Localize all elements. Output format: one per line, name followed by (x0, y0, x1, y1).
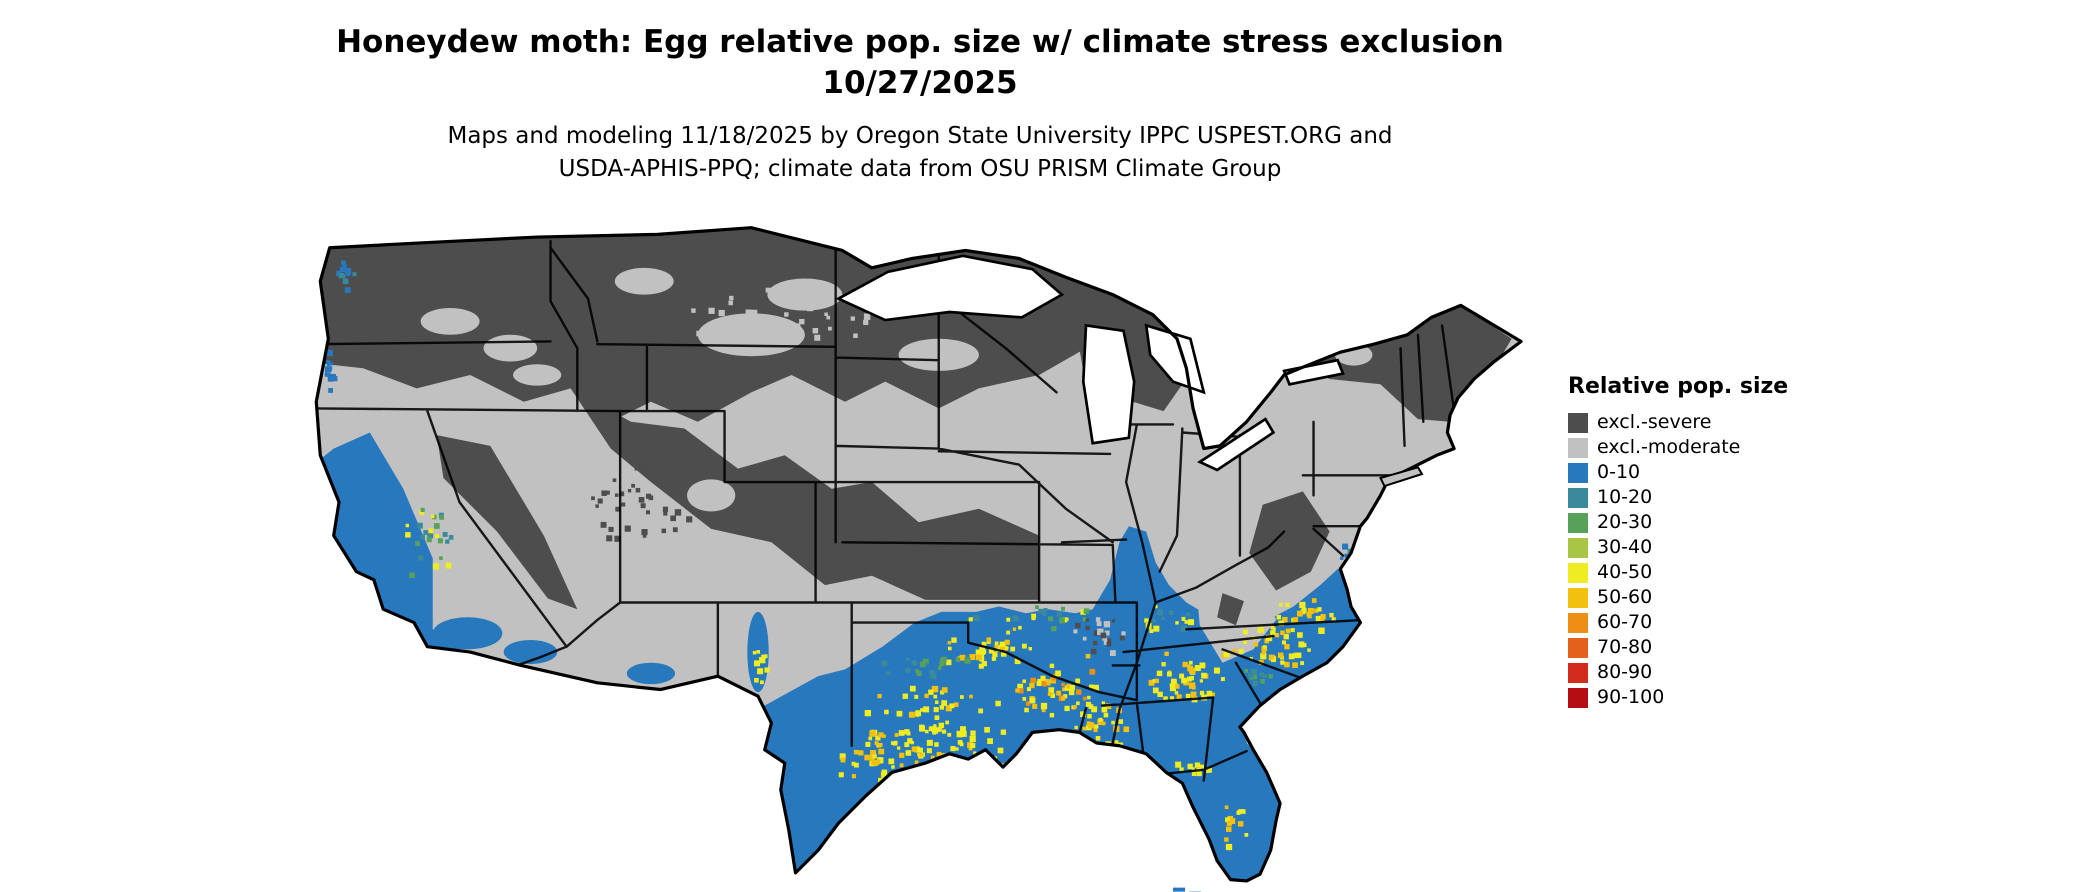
legend-entry-label: 60-70 (1597, 611, 1653, 633)
mottle (483, 334, 538, 362)
us-map (314, 226, 1523, 892)
severe-appalachia (1249, 491, 1330, 591)
subtitle: Maps and modeling 11/18/2025 by Oregon S… (0, 120, 1840, 186)
low-south-band (758, 526, 1368, 881)
legend-swatch (1568, 512, 1588, 533)
legend-swatch (1568, 587, 1588, 608)
severe-sierra (436, 435, 578, 610)
legend-entry-label: 90-100 (1597, 686, 1665, 708)
subtitle-line1: Maps and modeling 11/18/2025 by Oregon S… (447, 123, 1393, 149)
legend-swatch (1568, 487, 1588, 508)
legend-entry-label: excl.-moderate (1597, 436, 1741, 458)
low-new-mexico-s (626, 662, 676, 685)
mottle (513, 364, 562, 386)
legend-swatch (1568, 637, 1588, 658)
florida-keys (1172, 887, 1202, 892)
map-container (309, 221, 1535, 892)
mottle (767, 278, 843, 311)
legend-entries: excl.-severe excl.-moderate 0-10 10-20 20-30… (1568, 410, 1808, 710)
legend-entry: 60-70 (1568, 610, 1808, 635)
map-fill-layers (316, 227, 1522, 881)
legend-entry: 90-100 (1568, 685, 1808, 710)
lake-erie (1197, 417, 1276, 472)
legend: Relative pop. size excl.-severe excl.-mod… (1568, 374, 1808, 710)
legend-swatch (1568, 412, 1588, 433)
page-title-date: 10/27/2025 (822, 65, 1018, 101)
state-borders (316, 233, 1456, 782)
lake-superior (835, 254, 1065, 322)
legend-entry: excl.-severe (1568, 410, 1808, 435)
legend-entry-label: 10-20 (1597, 486, 1653, 508)
low-california (316, 432, 468, 657)
legend-entry-label: excl.-severe (1597, 411, 1712, 433)
low-arizona-se (503, 639, 558, 665)
legend-entry: 0-10 (1568, 460, 1808, 485)
legend-swatch (1568, 562, 1588, 583)
great-lakes (835, 254, 1345, 472)
legend-entry: 50-60 (1568, 585, 1808, 610)
legend-entry-label: 70-80 (1597, 636, 1653, 658)
legend-entry-label: 0-10 (1597, 461, 1641, 483)
severe-rockies (570, 388, 1040, 600)
legend-entry: 40-50 (1568, 560, 1808, 585)
title-block: Honeydew moth: Egg relative pop. size w/… (0, 22, 1840, 186)
lake-michigan (1081, 323, 1136, 445)
mottle (582, 495, 653, 549)
state-border-lines (316, 233, 1456, 782)
mottle (420, 308, 480, 335)
legend-entry-label: 80-90 (1597, 661, 1653, 683)
mottle (614, 267, 674, 295)
us-outline (314, 226, 1523, 883)
severe-s-appalachia-core (1217, 593, 1244, 626)
legend-entry: 80-90 (1568, 660, 1808, 685)
key (1172, 887, 1186, 892)
legend-entry: 70-80 (1568, 635, 1808, 660)
legend-swatch (1568, 662, 1588, 683)
legend-entry-label: 20-30 (1597, 511, 1653, 533)
page-title-line1: Honeydew moth: Egg relative pop. size w/… (336, 24, 1504, 60)
legend-entry: excl.-moderate (1568, 435, 1808, 460)
legend-swatch (1568, 537, 1588, 558)
long-island (1379, 466, 1424, 488)
subtitle-line2: USDA-APHIS-PPQ; climate data from OSU PR… (558, 156, 1282, 182)
legend-entry-label: 40-50 (1597, 561, 1653, 583)
legend-swatch (1568, 462, 1588, 483)
legend-entry: 10-20 (1568, 485, 1808, 510)
lake-ontario (1282, 358, 1345, 386)
low-arizona (432, 617, 503, 650)
legend-entry-label: 30-40 (1597, 536, 1653, 558)
map-region-low (316, 432, 1368, 881)
legend-swatch (1568, 612, 1588, 633)
legend-entry-label: 50-60 (1597, 586, 1653, 608)
mottle (697, 313, 805, 357)
legend-entry: 20-30 (1568, 510, 1808, 535)
legend-swatch (1568, 687, 1588, 708)
moderate-mottling (420, 267, 1373, 549)
legend-title: Relative pop. size (1568, 374, 1789, 399)
mottle (687, 479, 736, 512)
legend-swatch (1568, 437, 1588, 458)
legend-entry: 30-40 (1568, 535, 1808, 560)
